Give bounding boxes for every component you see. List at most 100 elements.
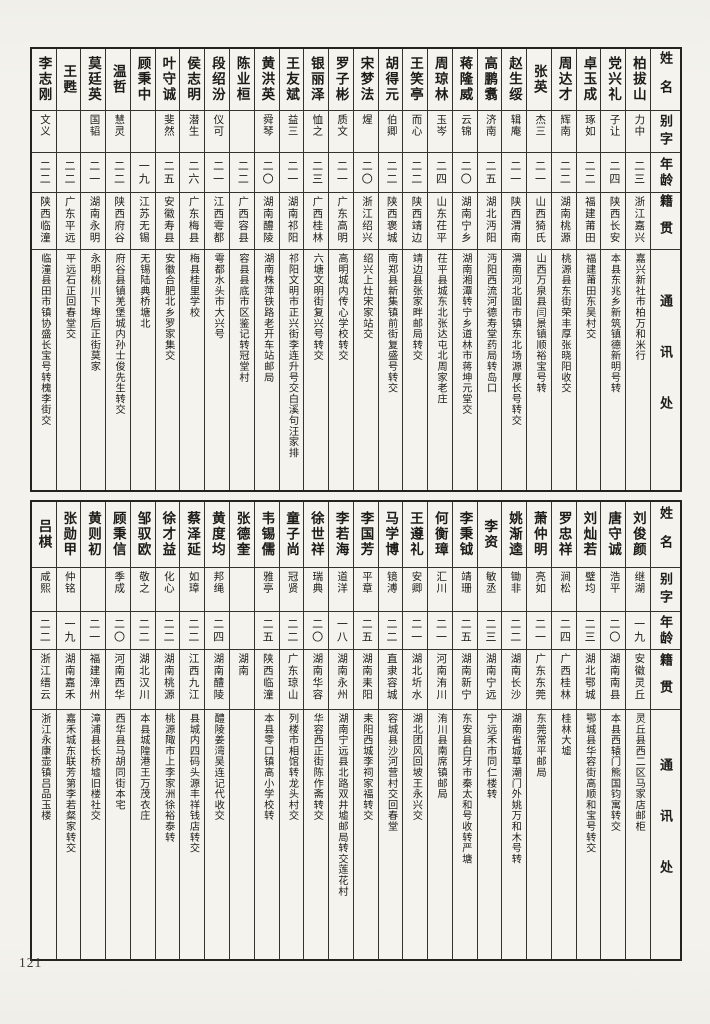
person-address-cell: 高明城内传心学校转交 xyxy=(329,249,353,490)
person-native: 山东茌平 xyxy=(435,196,447,244)
person-name: 黄洪英 xyxy=(259,56,275,103)
person-courtesy-cell: 恤之 xyxy=(304,110,329,152)
person-address-cell: 湖北团风回坡王永兴交 xyxy=(403,709,428,959)
person-courtesy: 琢如 xyxy=(583,114,595,137)
person-age-cell: 二五 xyxy=(353,611,378,649)
person-native-cell: 广西桂林 xyxy=(551,649,576,709)
person-address-cell: 本县东兆乡新筑镇德新明号转 xyxy=(601,249,626,490)
person-native: 广东琼山 xyxy=(286,653,298,701)
person-age-cell: 一九 xyxy=(130,152,155,192)
person-name: 蒋隆威 xyxy=(457,56,473,103)
person-column: 陈业桓 二二 广西容县 容县县底市区鉴记转冠堂村 xyxy=(228,49,254,490)
person-native: 陕西府谷 xyxy=(113,196,125,244)
person-name-cell: 黄度均 xyxy=(205,502,229,567)
person-address: 县城内四码头源丰祥钱店转交 xyxy=(187,713,199,854)
person-native-cell: 湖南永州 xyxy=(329,649,353,709)
person-column: 胡得元 伯卿 二二 陕西褒城 南郑县新集镇前街复盛号转交 xyxy=(377,49,403,490)
person-name: 陈业桓 xyxy=(234,56,250,103)
person-name: 高鹏翥 xyxy=(482,56,498,103)
person-native-cell: 广西容县 xyxy=(229,192,254,249)
person-name: 李若海 xyxy=(333,511,349,558)
person-column: 唐守诚 浩平 二〇 湖南南县 本县西辕门熊国钧寓转交 xyxy=(600,502,626,959)
person-address: 六塘文明街复兴号转交 xyxy=(311,253,323,361)
person-native: 陕西靖边 xyxy=(410,196,422,244)
person-age: 二五 xyxy=(459,617,472,644)
person-address: 雩都水头市大兴号 xyxy=(212,253,224,340)
person-age: 二五 xyxy=(360,617,373,644)
person-courtesy-cell: 敬之 xyxy=(130,567,155,611)
person-courtesy: 仲铭 xyxy=(63,571,75,594)
field-label-courtesy-cell: 别字 xyxy=(651,567,680,611)
person-name: 唐守诚 xyxy=(606,511,622,558)
person-name-cell: 赵生绥 xyxy=(502,49,526,110)
person-native: 山西猗氏 xyxy=(534,196,546,244)
person-native-cell: 江西雩都 xyxy=(205,192,229,249)
person-native-cell: 陕西褒城 xyxy=(378,192,403,249)
person-native-cell: 广东琼山 xyxy=(279,649,304,709)
person-address-cell: 县城内四码头源丰祥钱店转交 xyxy=(180,709,205,959)
person-native: 直隶容城 xyxy=(385,653,397,701)
person-name-cell: 胡得元 xyxy=(379,49,403,110)
person-native-cell: 福建莆田 xyxy=(576,192,601,249)
person-native-cell: 山东茌平 xyxy=(428,192,452,249)
person-age: 二二 xyxy=(384,617,397,644)
person-address: 华容西正街陈作斋转交 xyxy=(311,713,323,821)
person-native-cell: 陕西临潼 xyxy=(31,192,56,249)
person-address: 灵丘县西二区马家店邮柜 xyxy=(633,713,645,832)
person-age-cell: 二二 xyxy=(378,611,403,649)
person-address: 湖南湘潭转宁乡道林市蒋坤元堂交 xyxy=(459,253,471,415)
person-address: 渭南河北固市镇东北场源厚长号转交 xyxy=(509,253,521,426)
person-age: 一九 xyxy=(632,617,645,644)
person-name-cell: 何衡璋 xyxy=(428,502,452,567)
person-native: 浙江绍兴 xyxy=(360,196,372,244)
person-native-cell: 江西九江 xyxy=(180,649,205,709)
person-courtesy: 恤之 xyxy=(311,114,323,137)
person-name-cell: 邹驭欧 xyxy=(131,502,155,567)
person-age-cell: 二一 xyxy=(403,611,428,649)
person-name: 罗忠祥 xyxy=(556,511,572,558)
person-courtesy-cell xyxy=(229,110,254,152)
person-age-cell: 一八 xyxy=(329,611,353,649)
person-name-cell: 陈业桓 xyxy=(230,49,254,110)
person-native-cell: 湖南醴陵 xyxy=(254,192,279,249)
person-age-cell: 二一 xyxy=(205,152,229,192)
person-name: 赵生绥 xyxy=(507,56,523,103)
person-address-cell: 耒阳西城李祠家福转交 xyxy=(353,709,378,959)
person-native: 湖南南县 xyxy=(608,653,620,701)
person-address-cell: 东莞常平邮局 xyxy=(527,709,551,959)
person-native-cell: 直隶容城 xyxy=(378,649,403,709)
person-address-cell: 桃源陬市上李家洲徐裕泰转 xyxy=(155,709,180,959)
person-native: 湖南桃源 xyxy=(162,653,174,701)
person-age: 二二 xyxy=(38,159,51,186)
person-courtesy: 质文 xyxy=(336,114,348,137)
person-name-cell: 叶守诚 xyxy=(156,49,180,110)
person-address: 容县县底市区鉴记转冠堂村 xyxy=(236,253,248,383)
person-name: 王甦 xyxy=(61,64,77,95)
person-native: 湖北汉川 xyxy=(138,653,150,701)
person-address: 嘉禾城东联芳第李若粲家转交 xyxy=(63,713,75,854)
person-name-cell: 柏拔山 xyxy=(626,49,650,110)
person-native: 湖南永州 xyxy=(336,653,348,701)
person-column: 黄洪英 舜琴 二〇 湖南醴陵 湖南株萍铁路老开车站邮局 xyxy=(253,49,279,490)
person-age: 二〇 xyxy=(310,617,323,644)
person-courtesy: 化心 xyxy=(162,571,174,594)
person-courtesy: 敬之 xyxy=(138,571,150,594)
person-native-cell: 广西桂林 xyxy=(304,192,329,249)
person-column: 高鹏翥 济南 二五 湖北沔阳 沔阳西流河德寿堂药局转岛口 xyxy=(476,49,502,490)
person-age-cell: 二二 xyxy=(180,611,205,649)
person-age-cell: 二四 xyxy=(601,152,626,192)
field-label-address: 通讯处 xyxy=(658,758,673,911)
person-column: 何衡璋 汇川 二一 河南洧川 洧川县南席镇邮局 xyxy=(427,502,452,959)
person-native: 河南西华 xyxy=(113,653,125,701)
person-age: 二二 xyxy=(508,617,521,644)
field-label-native-place: 籍贯 xyxy=(658,652,673,707)
person-address: 湖南株萍铁路老开车站邮局 xyxy=(261,253,273,383)
person-age-cell: 二一 xyxy=(279,152,304,192)
person-address: 容城县沙河营村交回春堂 xyxy=(385,713,397,832)
person-address-cell: 永明桃川下埠后正街莫家 xyxy=(81,249,106,490)
person-name: 李志刚 xyxy=(36,56,52,103)
person-address-cell: 祁阳文明市正兴街李连升号交白溪句汪家排 xyxy=(279,249,304,490)
person-name-cell: 周琼林 xyxy=(428,49,452,110)
person-native-cell: 湖南桃源 xyxy=(155,649,180,709)
